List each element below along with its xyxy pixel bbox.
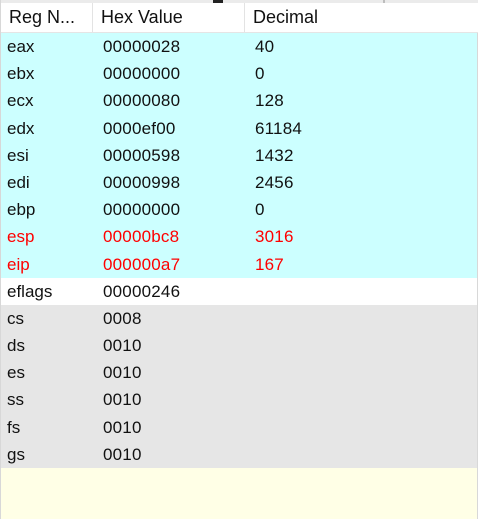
register-row-es[interactable]: es 0010 xyxy=(1,359,477,387)
register-row-eflags[interactable]: eflags 00000246 xyxy=(1,277,477,305)
registers-table-body: eax 00000028 40 ebx 00000000 0 ecx 00000080 128 e… xyxy=(1,33,477,468)
register-name: edi xyxy=(7,172,30,192)
top-edge xyxy=(1,0,478,3)
registers-table-header: Reg N... Hex Value Decimal xyxy=(1,3,478,33)
register-row-eax[interactable]: eax 00000028 40 xyxy=(1,33,477,61)
register-row-gs[interactable]: gs 0010 xyxy=(1,440,477,468)
register-hex-value: 0008 xyxy=(103,308,142,328)
register-decimal-value: 61184 xyxy=(255,118,303,138)
register-name: ds xyxy=(7,336,25,356)
column-header-decimal[interactable]: Decimal xyxy=(253,7,319,27)
register-hex-value: 000000a7 xyxy=(103,254,181,274)
register-decimal-value: 40 xyxy=(255,37,275,56)
register-row-cs[interactable]: cs 0008 xyxy=(1,304,477,333)
register-row-ss[interactable]: ss 0010 xyxy=(1,386,477,414)
register-hex-value: 00000000 xyxy=(103,200,181,220)
panel-splitter[interactable] xyxy=(383,0,385,3)
register-row-edx[interactable]: edx 0000ef00 61184 xyxy=(1,114,477,142)
register-name: gs xyxy=(7,444,25,464)
register-name: edx xyxy=(7,118,35,138)
register-row-ds[interactable]: ds 0010 xyxy=(1,332,477,360)
register-decimal-value: 0 xyxy=(255,200,265,220)
register-hex-value: 0010 xyxy=(103,336,142,356)
register-name: fs xyxy=(7,417,21,437)
register-hex-value: 00000000 xyxy=(103,64,181,84)
register-hex-value: 00000598 xyxy=(103,145,181,165)
resize-notch xyxy=(213,0,223,3)
register-hex-value: 0010 xyxy=(103,390,142,410)
register-name: eax xyxy=(7,37,35,56)
register-decimal-value: 167 xyxy=(255,254,284,274)
register-row-ecx[interactable]: ecx 00000080 128 xyxy=(1,87,477,115)
register-row-edi[interactable]: edi 00000998 2456 xyxy=(1,168,477,197)
register-row-eip[interactable]: eip 000000a7 167 xyxy=(1,250,477,278)
register-name: ecx xyxy=(7,91,34,111)
register-row-ebp[interactable]: ebp 00000000 0 xyxy=(1,196,477,224)
register-name: esp xyxy=(7,227,35,247)
register-row-ebx[interactable]: ebx 00000000 0 xyxy=(1,60,477,88)
register-hex-value: 00000080 xyxy=(103,91,181,111)
register-row-esi[interactable]: esi 00000598 1432 xyxy=(1,141,477,169)
register-name: es xyxy=(7,363,25,383)
register-decimal-value: 128 xyxy=(255,91,284,111)
register-hex-value: 00000bc8 xyxy=(103,227,180,247)
register-decimal-value: 2456 xyxy=(255,172,294,192)
register-name: esi xyxy=(7,145,29,165)
register-hex-value: 00000998 xyxy=(103,172,181,192)
register-decimal-value: 0 xyxy=(255,64,265,84)
register-row-esp[interactable]: esp 00000bc8 3016 xyxy=(1,223,477,251)
register-name: ebp xyxy=(7,200,36,220)
register-name: cs xyxy=(7,308,24,328)
register-row-fs[interactable]: fs 0010 xyxy=(1,413,477,441)
register-name: ebx xyxy=(7,64,35,84)
register-name: ss xyxy=(7,390,24,410)
column-header-register-name[interactable]: Reg N... xyxy=(1,3,93,32)
register-decimal-value: 1432 xyxy=(255,145,294,165)
register-hex-value: 00000246 xyxy=(103,281,181,301)
register-hex-value: 0010 xyxy=(103,417,142,437)
register-hex-value: 0010 xyxy=(103,444,142,464)
register-name: eflags xyxy=(7,281,53,301)
register-hex-value: 00000028 xyxy=(103,37,181,56)
register-hex-value: 0010 xyxy=(103,363,142,383)
register-decimal-value: 3016 xyxy=(255,227,294,247)
column-header-hex-value[interactable]: Hex Value xyxy=(93,3,245,32)
register-name: eip xyxy=(7,254,30,274)
register-hex-value: 0000ef00 xyxy=(103,118,176,138)
